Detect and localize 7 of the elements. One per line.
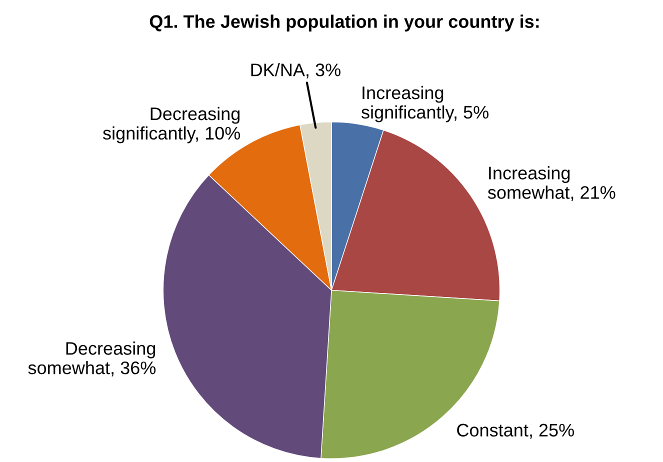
slice-label: Decreasing somewhat, 36% <box>28 342 156 376</box>
slice-label: DK/NA, 3% <box>251 63 340 78</box>
chart-title: Q1. The Jewish population in your country is: <box>150 14 539 32</box>
slice-label: Decreasing significantly, 10% <box>103 106 240 144</box>
slice-label: Constant, 25% <box>457 424 574 439</box>
slice-label: Increasing significantly, 5% <box>361 86 488 122</box>
slice-label: Increasing somewhat, 21% <box>488 166 616 202</box>
